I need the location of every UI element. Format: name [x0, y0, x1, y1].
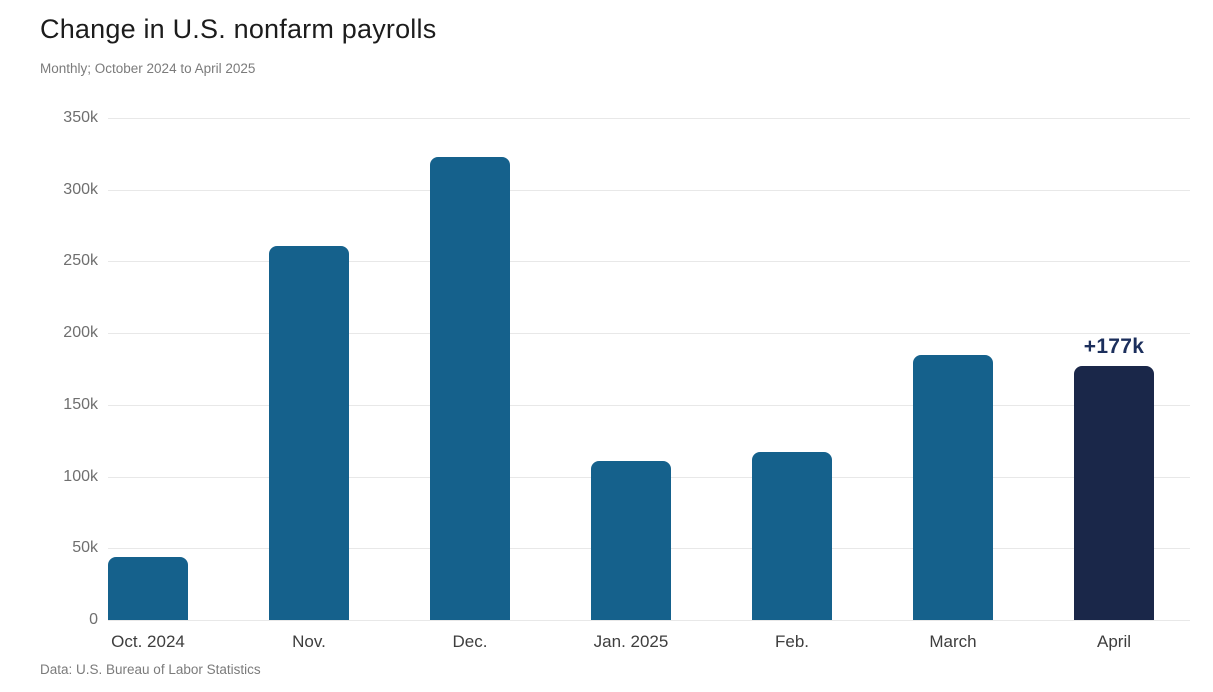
x-axis-tick-label: Jan. 2025 [593, 632, 669, 651]
x-axis-tick-label: Oct. 2024 [111, 632, 185, 651]
bar-march [913, 354, 993, 620]
chart-title: Change in U.S. nonfarm payrolls [40, 14, 437, 44]
y-axis-tick-label: 300k [63, 180, 98, 198]
bar-april [1074, 366, 1154, 620]
chart-subtitle: Monthly; October 2024 to April 2025 [40, 61, 256, 76]
bar-jan-2025 [591, 460, 671, 620]
bar-nov [269, 245, 349, 620]
gridline-200k [108, 333, 1190, 335]
x-axis-tick-label: Dec. [452, 632, 488, 651]
gridline-350k [108, 118, 1190, 119]
bar-dec [430, 156, 510, 620]
x-axis-tick-label: Nov. [292, 632, 326, 651]
bar-value-annotation: +177k [1083, 335, 1145, 359]
gridline-250k [108, 261, 1190, 263]
gridline-0 [108, 620, 1190, 621]
x-axis-tick-label: Feb. [774, 632, 810, 651]
y-axis-tick-label: 250k [63, 252, 98, 270]
plot-area: +177k Oct. 2024 Nov. Dec. Jan. 2025 Feb. Marc… [108, 118, 1190, 651]
x-axis-tick-label: April [1096, 632, 1132, 651]
y-axis-tick-label: 350k [63, 109, 98, 126]
bar-oct-2024 [108, 556, 188, 620]
y-axis-tick-label: 100k [63, 467, 98, 485]
bar-feb [752, 452, 832, 620]
y-axis-tick-label: 200k [63, 324, 98, 342]
gridline-150k [108, 404, 1190, 406]
gridline-300k [108, 189, 1190, 191]
y-axis: 350k 300k 250k 200k 150k 100k 50k 0 [0, 109, 98, 628]
y-axis-tick-label: 50k [72, 539, 98, 557]
x-axis-tick-label: March [929, 632, 977, 651]
y-axis-tick-label: 150k [63, 395, 98, 413]
data-source-note: Data: U.S. Bureau of Labor Statistics [40, 662, 261, 677]
y-axis-tick-label: 0 [89, 611, 98, 628]
